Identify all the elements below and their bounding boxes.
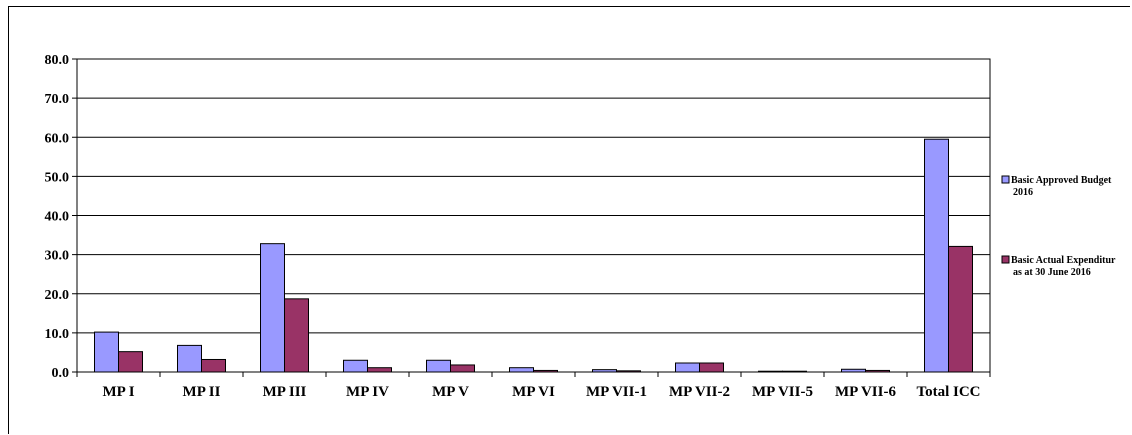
x-tick-label: MP V bbox=[432, 384, 469, 400]
x-tick-label: MP I bbox=[102, 384, 134, 400]
bar-budget bbox=[260, 243, 285, 373]
legend-label: Basic Actual Expenditur bbox=[1011, 255, 1116, 266]
bar-expenditure bbox=[201, 358, 226, 373]
bar-expenditure bbox=[782, 370, 807, 373]
y-tick-label: 10.0 bbox=[45, 327, 70, 342]
bars bbox=[94, 138, 973, 373]
x-tick-label: MP VII-1 bbox=[586, 384, 647, 400]
x-tick-label: MP II bbox=[183, 384, 221, 400]
bar-budget bbox=[924, 138, 949, 373]
bar-expenditure bbox=[284, 298, 309, 373]
bar-expenditure bbox=[616, 370, 641, 373]
x-axis-ticks: MP I MP II MP III MP IV MP V MP VI MP VII-1 MP … bbox=[76, 372, 991, 400]
chart-frame bbox=[8, 6, 1130, 434]
x-tick-label: MP VII-2 bbox=[669, 384, 730, 400]
legend-label: Basic Approved Budget bbox=[1011, 175, 1112, 186]
bar-expenditure bbox=[118, 351, 143, 373]
bar-expenditure bbox=[450, 364, 475, 373]
legend-swatch bbox=[1001, 175, 1010, 184]
y-axis-ticks: 0.0 10.0 20.0 30.0 40.0 50.0 60.0 70.0 80.0 bbox=[45, 53, 77, 381]
y-tick-label: 80.0 bbox=[45, 53, 70, 68]
bar-budget bbox=[343, 359, 368, 373]
x-tick-label: MP VII-6 bbox=[835, 384, 896, 400]
y-tick-label: 50.0 bbox=[45, 170, 70, 185]
bar-budget bbox=[426, 359, 451, 373]
bar-expenditure bbox=[865, 369, 890, 373]
y-tick-label: 40.0 bbox=[45, 210, 70, 225]
bar-expenditure bbox=[948, 245, 973, 373]
bar-expenditure bbox=[533, 369, 558, 373]
y-tick-label: 60.0 bbox=[45, 131, 70, 146]
x-tick-label: MP IV bbox=[346, 384, 389, 400]
bar-expenditure bbox=[699, 362, 724, 373]
y-tick-label: 30.0 bbox=[45, 249, 70, 264]
legend-label: 2016 bbox=[1013, 187, 1033, 198]
bar-budget bbox=[675, 362, 700, 373]
y-tick-label: 20.0 bbox=[45, 288, 70, 303]
x-tick-label: MP III bbox=[263, 384, 307, 400]
bar-budget bbox=[592, 369, 617, 373]
legend-label: as at 30 June 2016 bbox=[1013, 267, 1091, 278]
legend-swatch bbox=[1001, 255, 1010, 264]
x-tick-label: Total ICC bbox=[916, 384, 980, 400]
bar-budget bbox=[177, 344, 202, 373]
bar-budget bbox=[758, 370, 783, 373]
y-tick-label: 70.0 bbox=[45, 92, 70, 107]
x-tick-label: MP VII-5 bbox=[752, 384, 813, 400]
x-tick-label: MP VI bbox=[512, 384, 555, 400]
bar-budget bbox=[94, 331, 119, 373]
y-tick-label: 0.0 bbox=[52, 366, 70, 381]
bar-budget bbox=[509, 367, 534, 373]
gridlines bbox=[77, 97, 990, 334]
bar-budget bbox=[841, 368, 866, 373]
bar-expenditure bbox=[367, 367, 392, 373]
